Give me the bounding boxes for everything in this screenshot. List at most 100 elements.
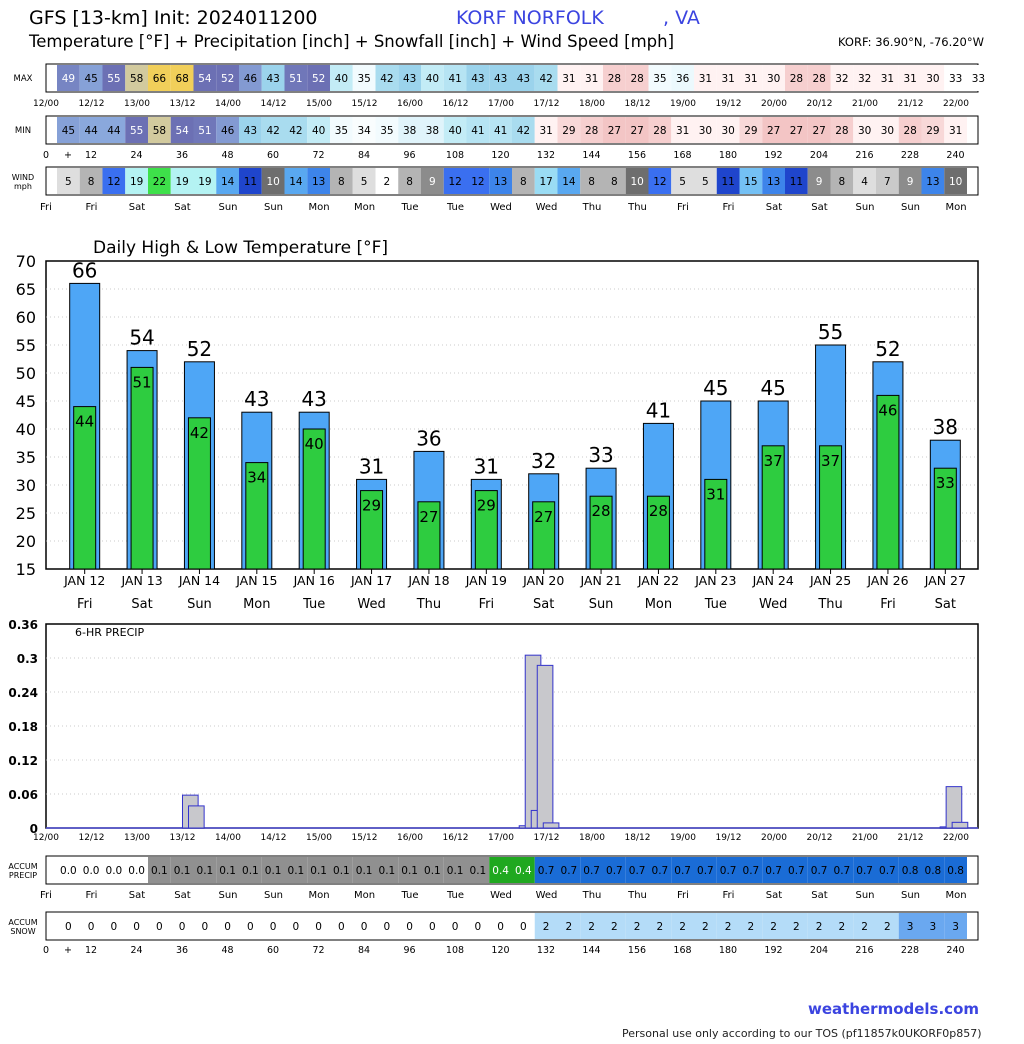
accum-precip-value: 0.8	[947, 865, 964, 877]
min-temp-cell	[534, 117, 558, 143]
accum-snow-cell	[716, 913, 740, 939]
accum-snow-cell	[671, 913, 694, 939]
accum-precip-value: 0.1	[424, 865, 441, 877]
accum-snow-value: 2	[702, 921, 709, 933]
accum-precip-value: 0.7	[697, 865, 714, 877]
max-temp-value: 45	[84, 73, 97, 85]
day-tick-label: Wed	[490, 890, 512, 901]
hour-tick-label: 144	[582, 150, 600, 161]
accum-precip-value: 0.4	[492, 865, 509, 877]
wind-cell	[580, 168, 603, 194]
min-temp-value: 28	[835, 125, 848, 137]
time-tick-label: 12/00	[33, 99, 59, 109]
time-tick-label: 12/12	[79, 833, 105, 843]
time-tick-label: 13/12	[170, 99, 196, 109]
precip-chart-title: 6-HR PRECIP	[75, 626, 145, 639]
min-temp-cell	[921, 117, 945, 143]
hour-tick-label: 168	[673, 945, 691, 956]
min-temp-cell	[125, 117, 148, 143]
min-temp-value: 41	[494, 125, 507, 137]
temp-day-label: Fri	[479, 597, 495, 612]
time-tick-label: 17/12	[534, 99, 560, 109]
time-tick-label: 18/00	[579, 99, 605, 109]
site-link[interactable]: weathermodels.com	[808, 1000, 980, 1018]
max-temp-value: 31	[562, 73, 575, 85]
wind-cell	[557, 168, 581, 194]
wind-cell	[330, 168, 353, 194]
temp-day-label: Fri	[880, 597, 896, 612]
min-temp-value: 46	[221, 125, 235, 137]
precip-y-tick-label: 0.06	[8, 788, 38, 802]
max-temp-value: 46	[244, 73, 258, 85]
accum-snow-cell	[876, 913, 899, 939]
accum-precip-cell	[261, 857, 285, 883]
high-temp-label: 41	[646, 398, 671, 422]
accum-precip-cell	[330, 857, 353, 883]
temp-x-tick-label: JAN 22	[637, 573, 679, 588]
max-temp-value: 68	[175, 73, 188, 85]
wind-value: 10	[630, 176, 643, 188]
accum-snow-value: 0	[452, 921, 459, 933]
min-temp-cell	[284, 117, 308, 143]
accum-precip-cell	[216, 857, 239, 883]
accum-precip-cell	[671, 857, 694, 883]
accum-snow-cell	[193, 913, 217, 939]
temp-day-label: Mon	[645, 597, 672, 612]
time-tick-label: 21/00	[852, 833, 878, 843]
min-temp-value: 58	[153, 125, 166, 137]
time-tick-label: 12/00	[33, 833, 59, 843]
temp-x-tick-label: JAN 12	[63, 573, 105, 588]
max-temp-value: 52	[221, 73, 234, 85]
time-tick-label: 17/00	[488, 833, 514, 843]
day-tick-label: Sat	[811, 890, 827, 901]
accum-precip-value: 0.4	[515, 865, 532, 877]
min-temp-cell	[102, 117, 126, 143]
time-tick-label: 20/00	[761, 99, 787, 109]
hour-tick-label: 96	[403, 150, 415, 161]
accum-snow-value: 0	[88, 921, 95, 933]
accum-precip-value: 0.7	[652, 865, 669, 877]
time-tick-label: 19/00	[670, 833, 696, 843]
accum-precip-value: 0.0	[60, 865, 77, 877]
min-temp-value: 54	[175, 125, 189, 137]
day-tick-label: Wed	[536, 202, 558, 213]
temp-x-tick-label: JAN 27	[924, 573, 966, 588]
tos-note: Personal use only according to our TOS (…	[622, 1027, 982, 1040]
max-temp-value: 58	[130, 73, 143, 85]
accum-precip-value: 0.7	[629, 865, 646, 877]
max-temp-value: 31	[744, 73, 757, 85]
max-temp-value: 40	[426, 73, 439, 85]
min-temp-cell	[443, 117, 467, 143]
wind-cell	[375, 168, 399, 194]
wind-value: 14	[289, 176, 303, 188]
min-temp-value: 44	[107, 125, 121, 137]
temp-day-label: Thu	[817, 597, 842, 612]
max-temp-value: 51	[289, 73, 302, 85]
accum-snow-cell	[580, 913, 603, 939]
min-temp-value: 29	[562, 125, 575, 137]
wind-value: 12	[448, 176, 461, 188]
day-tick-label: Sat	[129, 890, 145, 901]
accum-snow-value: 2	[839, 921, 846, 933]
accum-precip-cell	[421, 857, 444, 883]
accum-precip-cell	[352, 857, 376, 883]
max-temp-value: 55	[107, 73, 120, 85]
accum-snow-value: 2	[793, 921, 800, 933]
day-tick-label: Thu	[627, 202, 647, 213]
accum-snow-value: 0	[338, 921, 345, 933]
accum-snow-value: 2	[657, 921, 664, 933]
accum-precip-value: 0.0	[106, 865, 123, 877]
high-temp-label: 43	[301, 387, 326, 411]
max-temp-cell	[375, 65, 399, 91]
max-temp-label: MAX	[14, 74, 33, 84]
accum-snow-value: 0	[520, 921, 527, 933]
max-temp-value: 31	[903, 73, 916, 85]
max-temp-value: 32	[858, 73, 871, 85]
max-temp-value: 43	[471, 73, 484, 85]
accum-snow-value: 0	[179, 921, 186, 933]
accum-snow-value: 2	[816, 921, 823, 933]
max-temp-value: 66	[153, 73, 167, 85]
time-tick-label: 14/00	[215, 833, 241, 843]
max-temp-cell	[148, 65, 171, 91]
